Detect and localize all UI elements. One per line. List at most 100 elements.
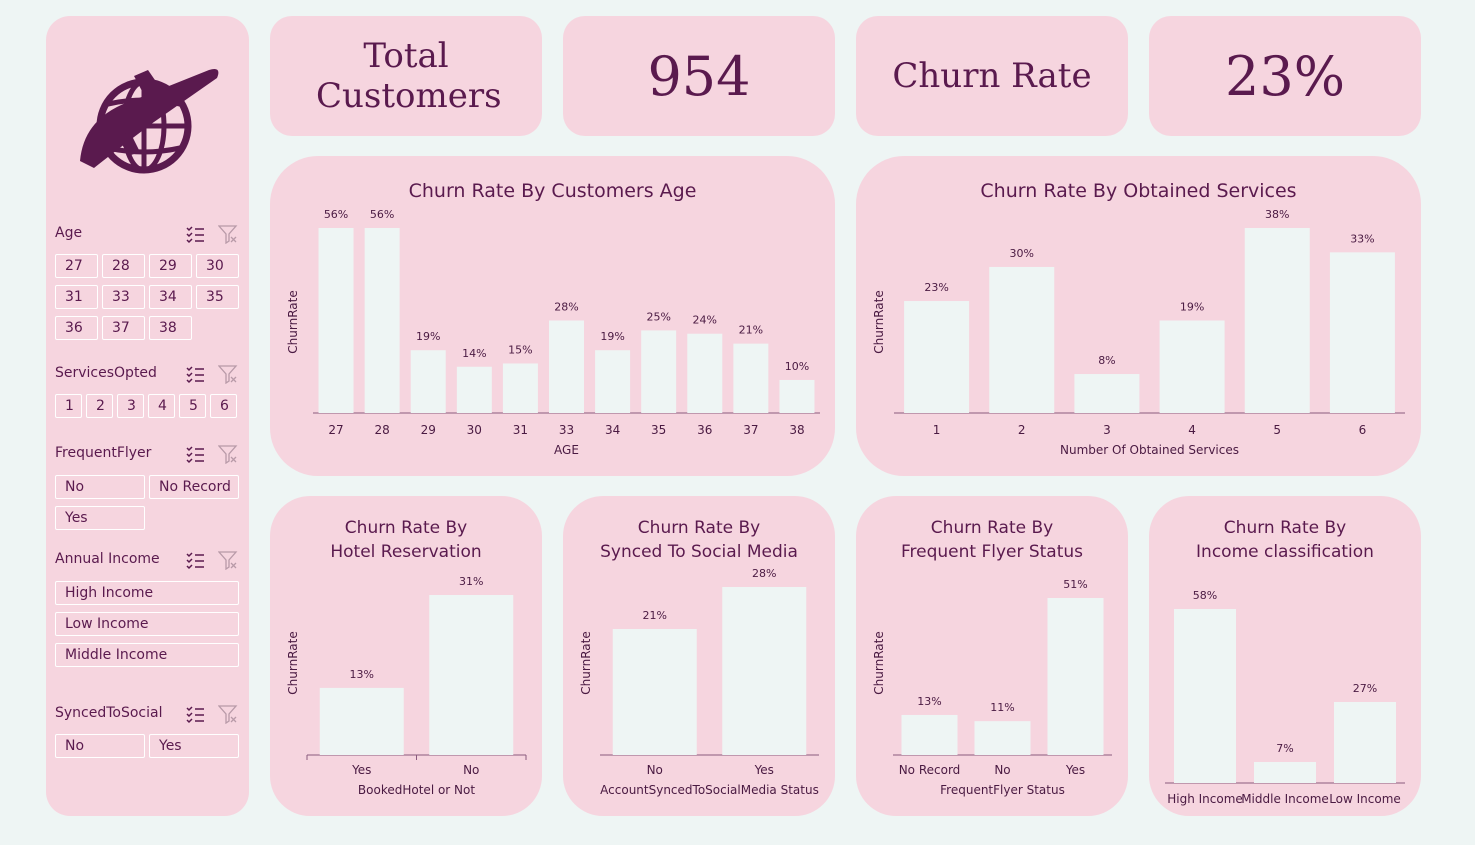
data-label: 31% (459, 575, 483, 588)
bar (549, 320, 584, 413)
bar (989, 266, 1055, 413)
income-chip-low[interactable]: Low Income (55, 612, 239, 636)
services-chip-5[interactable]: 5 (179, 394, 206, 418)
x-tick-label: 30 (467, 423, 482, 437)
x-tick-label: 34 (605, 423, 620, 437)
clear-filter-icon[interactable] (218, 224, 238, 244)
services-chip-2[interactable]: 2 (86, 394, 113, 418)
services-chart-card: Churn Rate By Obtained Services 23% 1 30% 2… (856, 156, 1421, 476)
bar (612, 629, 697, 755)
bar (1159, 320, 1225, 413)
services-chip-6[interactable]: 6 (210, 394, 237, 418)
x-tick-label: Yes (1065, 763, 1085, 777)
bar (1074, 374, 1140, 413)
multi-select-icon[interactable] (185, 444, 205, 464)
age-slicer-title: Age (55, 225, 83, 241)
age-chip-30[interactable]: 30 (196, 254, 239, 278)
services-chip-4[interactable]: 4 (148, 394, 175, 418)
services-slicer-title: ServicesOpted (55, 365, 157, 381)
y-axis-label: ChurnRate (286, 631, 300, 694)
x-tick-label: 6 (1359, 423, 1367, 437)
income-chip-middle[interactable]: Middle Income (55, 643, 239, 667)
hotel-chart-title-line2: Hotel Reservation (330, 542, 482, 562)
plane-globe-logo-icon (80, 69, 219, 174)
age-chip-36[interactable]: 36 (55, 316, 98, 340)
data-label: 56% (370, 208, 394, 221)
hotel-chart-title: Churn Rate By (344, 518, 468, 538)
bar (779, 379, 815, 413)
x-tick-label: 31 (513, 423, 528, 437)
data-label: 15% (508, 343, 532, 356)
total-customers-label-card: Total Customers (270, 16, 542, 136)
x-tick-label: No (994, 763, 1010, 777)
data-label: 27% (1353, 682, 1377, 695)
multi-select-icon[interactable] (185, 550, 205, 570)
frequent-chip-no-record[interactable]: No Record (149, 475, 239, 499)
bar (1334, 702, 1396, 783)
services-chip-1[interactable]: 1 (55, 394, 82, 418)
data-label: 25% (646, 310, 670, 323)
data-label: 24% (693, 314, 717, 327)
social-bar-chart: 21% No 28% Yes AccountSyncedToSocialMedia St… (579, 567, 819, 797)
data-label: 14% (462, 347, 486, 360)
data-label: 58% (1193, 589, 1217, 602)
y-axis-label: ChurnRate (286, 290, 300, 353)
data-label: 19% (600, 330, 624, 343)
hotel-bar-chart: 13% Yes 31% No BookedHotel or Not ChurnRate (286, 575, 527, 797)
age-chip-37[interactable]: 37 (102, 316, 145, 340)
clear-filter-icon[interactable] (218, 550, 238, 570)
frequent-chart-title: Churn Rate By (930, 518, 1054, 538)
age-chip-35[interactable]: 35 (196, 285, 239, 309)
age-chip-31[interactable]: 31 (55, 285, 98, 309)
x-tick-label: Low Income (1329, 792, 1401, 806)
x-axis-label: FrequentFlyer Status (940, 783, 1065, 797)
x-axis-label: BookedHotel or Not (358, 783, 475, 797)
age-chip-28[interactable]: 28 (102, 254, 145, 278)
y-axis-label: ChurnRate (579, 631, 593, 694)
age-chip-27[interactable]: 27 (55, 254, 98, 278)
x-axis-label: Number Of Obtained Services (1060, 443, 1239, 457)
bar (904, 301, 970, 413)
bar (1047, 598, 1104, 755)
x-tick-label: 3 (1103, 423, 1111, 437)
total-customers-label: Total Customers (316, 36, 502, 116)
data-label: 30% (1010, 247, 1034, 260)
social-chart-title-line2: Synced To Social Media (600, 542, 798, 562)
multi-select-icon[interactable] (185, 364, 205, 384)
x-tick-label: No (463, 763, 479, 777)
bar (901, 714, 958, 755)
multi-select-icon[interactable] (185, 704, 205, 724)
income-bar-chart: 58% High Income 7% Middle Income 27% Low Inco… (1165, 589, 1405, 806)
x-tick-label: 1 (933, 423, 941, 437)
clear-filter-icon[interactable] (218, 704, 238, 724)
data-label: 13% (917, 695, 941, 708)
bar (502, 363, 538, 413)
bar (722, 587, 807, 755)
social-slicer-title: SyncedToSocial (55, 705, 163, 721)
services-chip-3[interactable]: 3 (117, 394, 144, 418)
data-label: 13% (350, 668, 374, 681)
frequent-chip-no[interactable]: No (55, 475, 145, 499)
social-chip-yes[interactable]: Yes (149, 734, 239, 758)
x-tick-label: No (647, 763, 663, 777)
income-chip-high[interactable]: High Income (55, 581, 239, 605)
social-chart-title: Churn Rate By (637, 518, 761, 538)
y-axis-label: ChurnRate (872, 290, 886, 353)
x-tick-label: 38 (789, 423, 804, 437)
income-chart-card: Churn Rate By Income classification 58% H… (1149, 496, 1421, 816)
social-chip-no[interactable]: No (55, 734, 145, 758)
age-chip-34[interactable]: 34 (149, 285, 192, 309)
age-chip-29[interactable]: 29 (149, 254, 192, 278)
age-chip-33[interactable]: 33 (102, 285, 145, 309)
age-chip-38[interactable]: 38 (149, 316, 192, 340)
hotel-chart-card: Churn Rate By Hotel Reservation 13% Yes 31… (270, 496, 542, 816)
services-bar-chart: 23% 1 30% 2 8% 3 19% 4 38% 5 33% 6 Number Of Obtaine… (872, 208, 1405, 457)
bar (429, 595, 514, 755)
bar (595, 350, 631, 413)
clear-filter-icon[interactable] (218, 364, 238, 384)
clear-filter-icon[interactable] (218, 444, 238, 464)
frequent-chip-yes[interactable]: Yes (55, 506, 145, 530)
data-label: 10% (785, 360, 809, 373)
multi-select-icon[interactable] (185, 224, 205, 244)
